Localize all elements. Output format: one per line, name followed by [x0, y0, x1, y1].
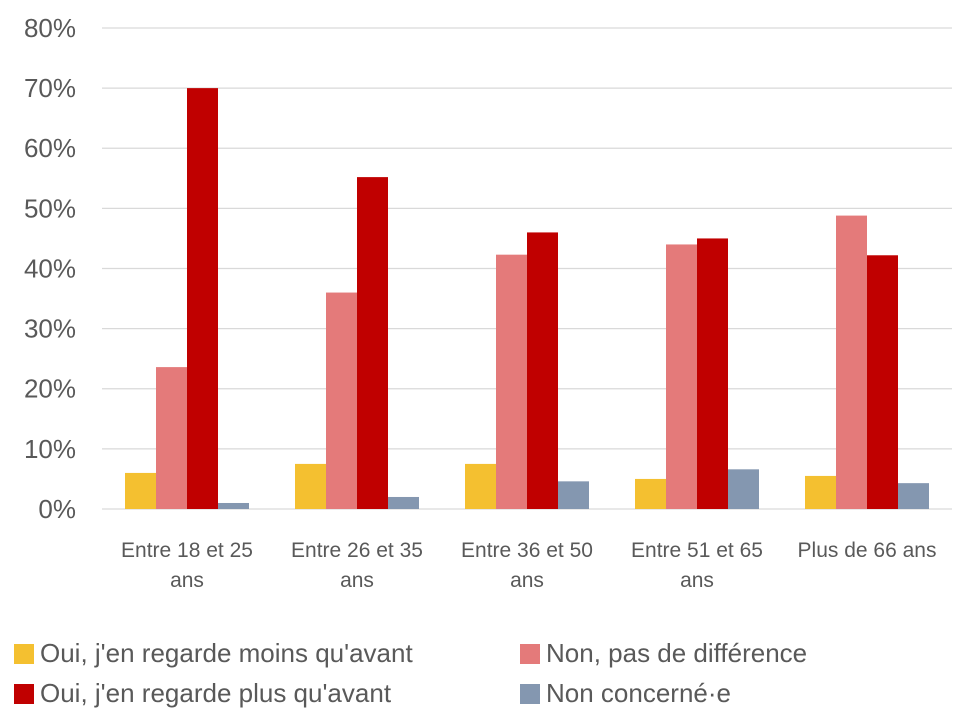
bar	[728, 469, 759, 509]
legend-item: Oui, j'en regarde plus qu'avant	[14, 678, 391, 709]
x-tick-label: Entre 51 et 65 ans	[631, 539, 763, 592]
y-tick-label: 20%	[24, 374, 76, 404]
bar	[805, 475, 836, 509]
legend-swatch	[520, 643, 540, 664]
bar	[898, 483, 929, 509]
bar	[326, 292, 357, 509]
x-tick-label: Entre 26 et 35 ans	[291, 539, 423, 592]
x-tick-label: Entre 36 et 50 ans	[461, 539, 593, 592]
y-tick-label: 40%	[24, 253, 76, 283]
legend-label: Oui, j'en regarde moins qu'avant	[40, 638, 413, 668]
bar	[357, 177, 388, 510]
bar	[156, 367, 187, 509]
legend-label: Non, pas de différence	[546, 638, 808, 668]
legend-item: Non concerné·e	[520, 678, 731, 709]
legend-item: Non, pas de différence	[520, 638, 807, 669]
bar	[496, 254, 527, 509]
bar	[527, 232, 558, 510]
bar	[295, 463, 326, 509]
y-tick-label: 70%	[24, 73, 76, 103]
y-tick-label: 50%	[24, 193, 76, 223]
bar	[558, 481, 589, 509]
bar	[125, 472, 156, 509]
bar	[836, 215, 867, 509]
bar	[867, 255, 898, 509]
legend-label: Oui, j'en regarde plus qu'avant	[40, 678, 392, 708]
bar	[635, 478, 666, 509]
bar	[465, 463, 496, 509]
legend-label: Non concerné·e	[546, 678, 731, 708]
y-tick-label: 80%	[24, 13, 76, 43]
y-tick-label: 10%	[24, 434, 76, 464]
legend-item: Oui, j'en regarde moins qu'avant	[14, 638, 413, 669]
x-tick-label: Plus de 66 ans	[797, 539, 937, 562]
y-tick-label: 30%	[24, 314, 76, 344]
y-tick-label: 0%	[38, 494, 76, 524]
bar	[218, 502, 249, 509]
x-tick-label: Entre 18 et 25 ans	[121, 539, 253, 592]
bar	[697, 238, 728, 509]
legend-swatch	[14, 683, 34, 704]
bar	[187, 88, 218, 509]
y-tick-label: 60%	[24, 133, 76, 163]
legend-swatch	[520, 683, 540, 704]
legend-swatch	[14, 643, 34, 664]
bar	[666, 244, 697, 509]
bar	[388, 496, 419, 509]
